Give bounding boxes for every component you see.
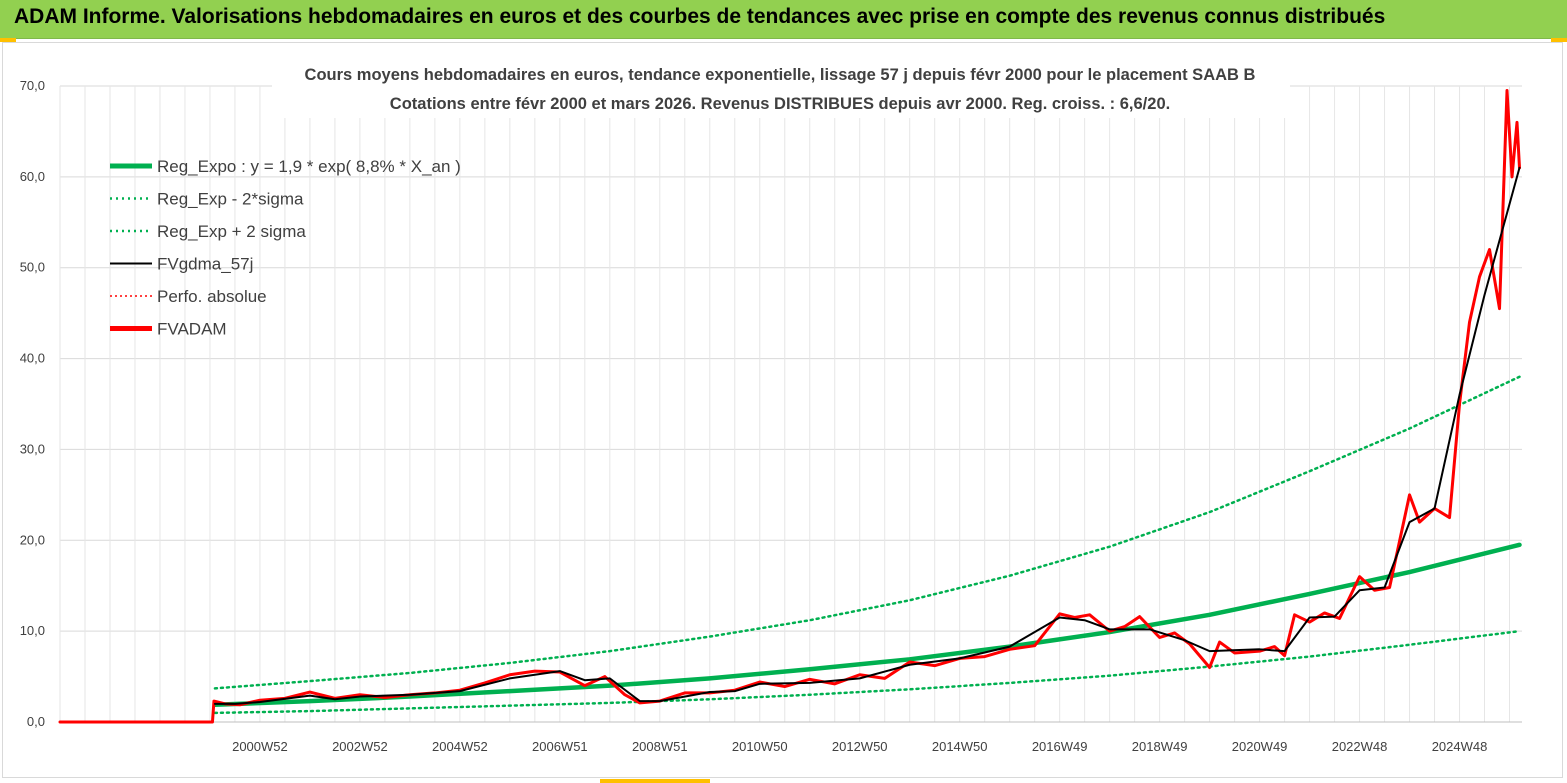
legend-label-reg_plus: Reg_Exp + 2 sigma bbox=[157, 222, 306, 241]
chart-titles: Cours moyens hebdomadaires en euros, ten… bbox=[272, 62, 1290, 118]
banner-accent-left bbox=[0, 38, 16, 42]
series-reg-exp-2-sigma bbox=[213, 375, 1521, 690]
y-tick-label: 10,0 bbox=[20, 623, 45, 638]
report-banner: ADAM Informe. Valorisations hebdomadaire… bbox=[0, 0, 1567, 39]
chart-title-line1: Cours moyens hebdomadaires en euros, ten… bbox=[305, 66, 1256, 84]
legend-label-reg_expo: Reg_Expo : y = 1,9 * exp( 8,8% * X_an ) bbox=[157, 157, 461, 176]
banner-accent-right bbox=[1551, 38, 1567, 42]
series-fvgdma-57j bbox=[213, 166, 1521, 705]
x-tick-label: 2024W48 bbox=[1432, 739, 1488, 754]
x-tick-label: 2012W50 bbox=[832, 739, 888, 754]
x-tick-label: 2006W51 bbox=[532, 739, 588, 754]
x-tick-label: 2000W52 bbox=[232, 739, 288, 754]
y-tick-label: 60,0 bbox=[20, 169, 45, 184]
legend-label-fvgdma: FVgdma_57j bbox=[157, 255, 253, 274]
legend-label-perfo: Perfo. absolue bbox=[157, 287, 267, 306]
x-tick-label: 2002W52 bbox=[332, 739, 388, 754]
x-tick-label: 2016W49 bbox=[1032, 739, 1088, 754]
x-tick-label: 2020W49 bbox=[1232, 739, 1288, 754]
report-title: ADAM Informe. Valorisations hebdomadaire… bbox=[14, 5, 1386, 28]
series-reg-expo bbox=[212, 542, 1522, 707]
series-layer bbox=[58, 89, 1522, 724]
bottom-accent bbox=[600, 779, 710, 783]
legend-label-reg_minus: Reg_Exp - 2*sigma bbox=[157, 190, 304, 209]
series-fvadam bbox=[58, 89, 1521, 724]
x-tick-label: 2010W50 bbox=[732, 739, 788, 754]
x-tick-label: 2018W49 bbox=[1132, 739, 1188, 754]
y-tick-label: 0,0 bbox=[27, 714, 45, 729]
x-tick-label: 2014W50 bbox=[932, 739, 988, 754]
chart-frame bbox=[2, 42, 1563, 778]
chart-legend: Reg_Expo : y = 1,9 * exp( 8,8% * X_an ) R… bbox=[110, 157, 461, 339]
y-tick-label: 40,0 bbox=[20, 351, 45, 366]
x-tick-label: 2008W51 bbox=[632, 739, 688, 754]
x-tick-label: 2004W52 bbox=[432, 739, 488, 754]
y-tick-label: 30,0 bbox=[20, 441, 45, 456]
axes: 0,0 10,0 20,0 30,0 40,0 50,0 60,0 70,0 2000W52 20… bbox=[20, 78, 1522, 754]
legend-label-fvadam: FVADAM bbox=[157, 320, 227, 339]
x-tick-label: 2022W48 bbox=[1332, 739, 1388, 754]
y-tick-label: 20,0 bbox=[20, 532, 45, 547]
gridlines bbox=[59, 85, 1522, 723]
series-reg-exp-2-sigma bbox=[213, 629, 1521, 715]
y-tick-label: 50,0 bbox=[20, 260, 45, 275]
y-tick-label: 70,0 bbox=[20, 78, 45, 93]
chart-title-line2: Cotations entre févr 2000 et mars 2026. … bbox=[390, 95, 1170, 113]
